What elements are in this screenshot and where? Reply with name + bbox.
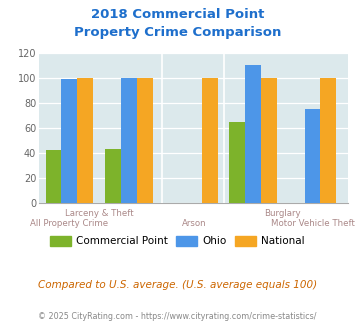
Bar xyxy=(121,78,137,203)
Legend: Commercial Point, Ohio, National: Commercial Point, Ohio, National xyxy=(46,232,309,250)
Bar xyxy=(305,109,321,203)
Bar xyxy=(321,78,336,203)
Bar xyxy=(77,78,93,203)
Text: All Property Crime: All Property Crime xyxy=(31,219,109,228)
Bar xyxy=(229,122,245,203)
Text: Burglary: Burglary xyxy=(264,209,301,217)
Text: Property Crime Comparison: Property Crime Comparison xyxy=(74,26,281,39)
Text: Arson: Arson xyxy=(181,219,206,228)
Bar xyxy=(245,65,261,203)
Bar xyxy=(45,150,61,203)
Text: © 2025 CityRating.com - https://www.cityrating.com/crime-statistics/: © 2025 CityRating.com - https://www.city… xyxy=(38,312,317,321)
Bar xyxy=(105,149,121,203)
Text: Larceny & Theft: Larceny & Theft xyxy=(65,209,133,217)
Text: 2018 Commercial Point: 2018 Commercial Point xyxy=(91,8,264,21)
Bar xyxy=(202,78,218,203)
Bar xyxy=(61,79,77,203)
Bar xyxy=(261,78,277,203)
Text: Motor Vehicle Theft: Motor Vehicle Theft xyxy=(271,219,354,228)
Text: Compared to U.S. average. (U.S. average equals 100): Compared to U.S. average. (U.S. average … xyxy=(38,280,317,290)
Bar xyxy=(137,78,153,203)
